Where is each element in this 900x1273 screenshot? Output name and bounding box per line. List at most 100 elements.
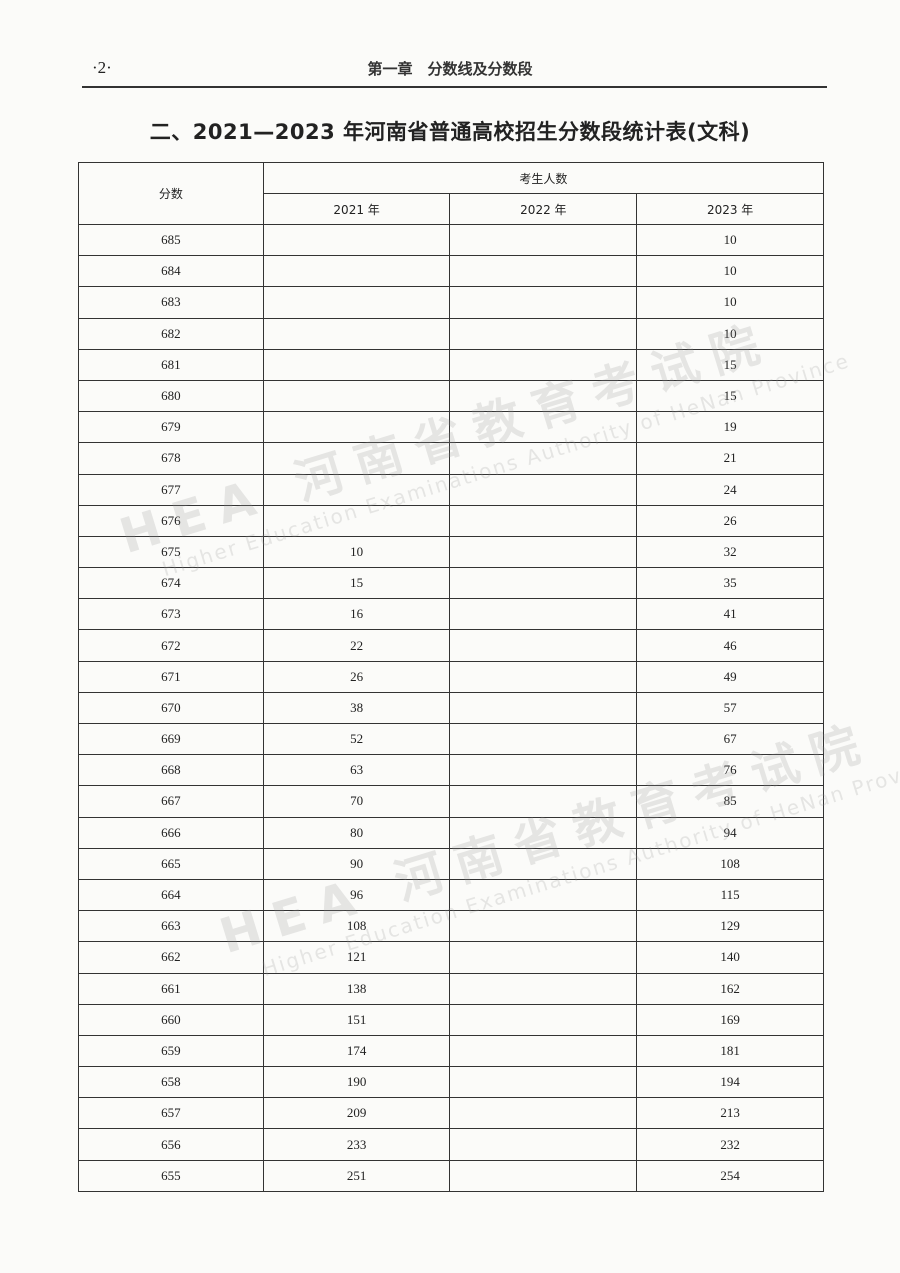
count-2022-cell: [449, 910, 638, 943]
count-2022-cell: [449, 691, 638, 725]
score-cell: 676: [78, 504, 264, 537]
score-cell: 671: [78, 660, 264, 693]
count-2021-cell: 108: [262, 910, 451, 943]
table-row: 682 10: [78, 317, 824, 350]
count-2021-cell: 63: [262, 754, 451, 787]
count-2021-cell: [262, 317, 451, 350]
count-2023-cell: 41: [636, 598, 824, 631]
score-cell: 674: [78, 567, 264, 600]
year-header-2021: 2021 年: [262, 193, 451, 225]
count-2021-cell: 26: [262, 660, 451, 693]
count-2022-cell: [449, 317, 638, 350]
count-2022-cell: [449, 1003, 638, 1036]
score-cell: 682: [78, 317, 264, 350]
count-2023-cell: 254: [636, 1159, 824, 1192]
count-2022-cell: [449, 722, 638, 756]
score-cell: 683: [78, 286, 264, 319]
table-row: 661 138 162: [78, 972, 824, 1005]
table-row: 680 15: [78, 379, 824, 413]
table-row: 660 151 169: [78, 1003, 824, 1036]
table-row: 681 15: [78, 348, 824, 381]
count-2021-cell: 233: [262, 1128, 451, 1161]
count-2023-cell: 10: [636, 255, 824, 288]
count-2021-cell: [262, 348, 451, 381]
count-2022-cell: [449, 411, 638, 444]
count-2022-cell: [449, 754, 638, 787]
count-2021-cell: 209: [262, 1097, 451, 1130]
score-cell: 684: [78, 255, 264, 288]
count-2023-cell: 140: [636, 941, 824, 974]
count-2022-cell: [449, 567, 638, 600]
candidates-group-header: 考生人数: [262, 162, 825, 194]
count-2023-cell: 67: [636, 722, 824, 756]
score-cell: 658: [78, 1066, 264, 1099]
table-row: 670 38 57: [78, 691, 824, 725]
table-row: 668 63 76: [78, 754, 824, 787]
count-2021-cell: 190: [262, 1066, 451, 1099]
count-2022-cell: [449, 255, 638, 288]
score-cell: 675: [78, 535, 264, 569]
count-2023-cell: 76: [636, 754, 824, 787]
count-2023-cell: 213: [636, 1097, 824, 1130]
count-2022-cell: [449, 473, 638, 506]
table-row: 662 121 140: [78, 941, 824, 974]
count-2021-cell: 70: [262, 785, 451, 818]
count-2022-cell: [449, 629, 638, 662]
count-2021-cell: [262, 504, 451, 537]
score-cell: 670: [78, 691, 264, 725]
count-2022-cell: [449, 1128, 638, 1161]
score-cell: 665: [78, 847, 264, 880]
year-header-2022: 2022 年: [449, 193, 638, 225]
score-cell: 667: [78, 785, 264, 818]
count-2023-cell: 15: [636, 348, 824, 381]
count-2021-cell: 38: [262, 691, 451, 725]
count-2021-cell: 138: [262, 972, 451, 1005]
count-2023-cell: 194: [636, 1066, 824, 1099]
table-row: 671 26 49: [78, 660, 824, 693]
count-2023-cell: 19: [636, 411, 824, 444]
count-2022-cell: [449, 598, 638, 631]
count-2021-cell: 10: [262, 535, 451, 569]
count-2022-cell: [449, 1159, 638, 1192]
count-2022-cell: [449, 1034, 638, 1068]
table-row: 684 10: [78, 255, 824, 288]
count-2023-cell: 15: [636, 379, 824, 413]
count-2023-cell: 129: [636, 910, 824, 943]
table-row: 676 26: [78, 504, 824, 537]
count-2021-cell: [262, 286, 451, 319]
count-2023-cell: 26: [636, 504, 824, 537]
table-row: 679 19: [78, 411, 824, 444]
score-cell: 662: [78, 941, 264, 974]
table-row: 669 52 67: [78, 722, 824, 756]
count-2021-cell: [262, 442, 451, 475]
count-2021-cell: 15: [262, 567, 451, 600]
table-row: 663 108 129: [78, 910, 824, 943]
count-2022-cell: [449, 1097, 638, 1130]
count-2023-cell: 35: [636, 567, 824, 600]
table-row: 659 174 181: [78, 1034, 824, 1068]
count-2023-cell: 24: [636, 473, 824, 506]
count-2022-cell: [449, 785, 638, 818]
score-cell: 668: [78, 754, 264, 787]
count-2022-cell: [449, 535, 638, 569]
count-2021-cell: 80: [262, 816, 451, 849]
count-2023-cell: 32: [636, 535, 824, 569]
score-cell: 681: [78, 348, 264, 381]
table-row: 674 15 35: [78, 567, 824, 600]
count-2022-cell: [449, 504, 638, 537]
score-cell: 664: [78, 878, 264, 912]
count-2023-cell: 115: [636, 878, 824, 912]
count-2021-cell: 90: [262, 847, 451, 880]
count-2023-cell: 94: [636, 816, 824, 849]
count-2023-cell: 169: [636, 1003, 824, 1036]
page-number: ·2·: [92, 58, 112, 77]
count-2022-cell: [449, 816, 638, 849]
table-row: 666 80 94: [78, 816, 824, 849]
count-2021-cell: [262, 255, 451, 288]
count-2023-cell: 162: [636, 972, 824, 1005]
running-header: 第一章 分数线及分数段: [367, 60, 533, 78]
score-distribution-table: 分数 考生人数 2021 年 2022 年 2023 年 685 10 684 10 6…: [78, 162, 825, 1192]
table-row: 656 233 232: [78, 1128, 824, 1161]
count-2021-cell: 96: [262, 878, 451, 912]
score-cell: 666: [78, 816, 264, 849]
